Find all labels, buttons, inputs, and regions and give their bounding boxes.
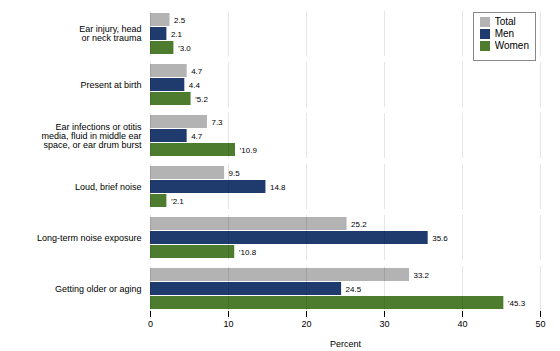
svg-text:9.5: 9.5 xyxy=(229,169,241,178)
svg-text:2.1: 2.1 xyxy=(171,30,183,39)
svg-text:Ear infections or otitismedia,: Ear infections or otitismedia, fluid in … xyxy=(41,122,142,150)
svg-text:Present at birth: Present at birth xyxy=(80,80,141,90)
svg-text:2.5: 2.5 xyxy=(174,16,186,25)
html-text:Total: Total xyxy=(494,16,516,27)
svg-text:24.5: 24.5 xyxy=(346,285,362,294)
svg-text:’45.3: ’45.3 xyxy=(508,299,526,308)
svg-text:Long-term noise exposure: Long-term noise exposure xyxy=(37,233,142,243)
svg-text:’2.1: ’2.1 xyxy=(171,197,184,206)
svg-text:40: 40 xyxy=(457,319,467,329)
svg-text:7.3: 7.3 xyxy=(211,118,223,127)
svg-text:25.2: 25.2 xyxy=(351,220,367,229)
svg-text:50: 50 xyxy=(535,319,545,329)
svg-text:14.8: 14.8 xyxy=(270,183,286,192)
svg-text:30: 30 xyxy=(379,319,389,329)
svg-text:Percent: Percent xyxy=(330,339,362,349)
svg-text:33.2: 33.2 xyxy=(413,271,429,280)
svg-text:Ear injury, heador neck trauma: Ear injury, heador neck trauma xyxy=(79,24,141,43)
svg-text:’10.8: ’10.8 xyxy=(239,248,257,257)
svg-text:Getting older or aging: Getting older or aging xyxy=(55,284,142,294)
svg-text:’10.9: ’10.9 xyxy=(240,146,258,155)
svg-text:Loud, brief noise: Loud, brief noise xyxy=(75,182,142,192)
svg-text:’3.0: ’3.0 xyxy=(178,44,191,53)
svg-text:35.6: 35.6 xyxy=(432,234,448,243)
svg-text:0: 0 xyxy=(148,319,153,329)
svg-text:4.4: 4.4 xyxy=(189,81,201,90)
svg-text:4.7: 4.7 xyxy=(191,67,203,76)
html-text:Women: Women xyxy=(494,40,529,51)
svg-text:4.7: 4.7 xyxy=(191,132,203,141)
svg-text:20: 20 xyxy=(301,319,311,329)
svg-text:’5.2: ’5.2 xyxy=(195,95,208,104)
html-text:Men: Men xyxy=(494,28,515,39)
svg-text:10: 10 xyxy=(223,319,233,329)
